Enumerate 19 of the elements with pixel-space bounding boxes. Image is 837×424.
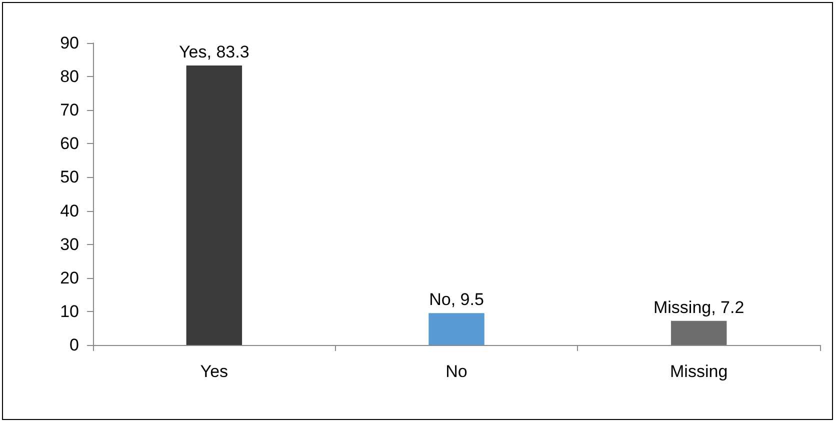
- y-tick-label: 20: [60, 268, 79, 288]
- y-tick-label: 10: [60, 302, 79, 321]
- data-label: Missing, 7.2: [653, 298, 744, 317]
- y-tick-label: 50: [60, 168, 79, 187]
- x-tick-label: Yes: [200, 362, 228, 381]
- y-tick-label: 90: [60, 34, 79, 52]
- data-label: Yes, 83.3: [179, 42, 250, 62]
- data-label: No, 9.5: [429, 290, 484, 310]
- y-tick-label: 0: [70, 336, 79, 354]
- y-tick-label: 70: [60, 100, 79, 120]
- x-tick-label: No: [446, 362, 468, 381]
- bar: [186, 65, 242, 345]
- bar: [670, 320, 727, 345]
- y-tick-label: 30: [60, 234, 79, 254]
- y-tick-label: 80: [60, 67, 79, 86]
- bar: [428, 313, 484, 345]
- y-tick-label: 60: [60, 134, 79, 154]
- x-tick-label: Missing: [670, 362, 728, 381]
- y-tick-label: 40: [60, 201, 79, 220]
